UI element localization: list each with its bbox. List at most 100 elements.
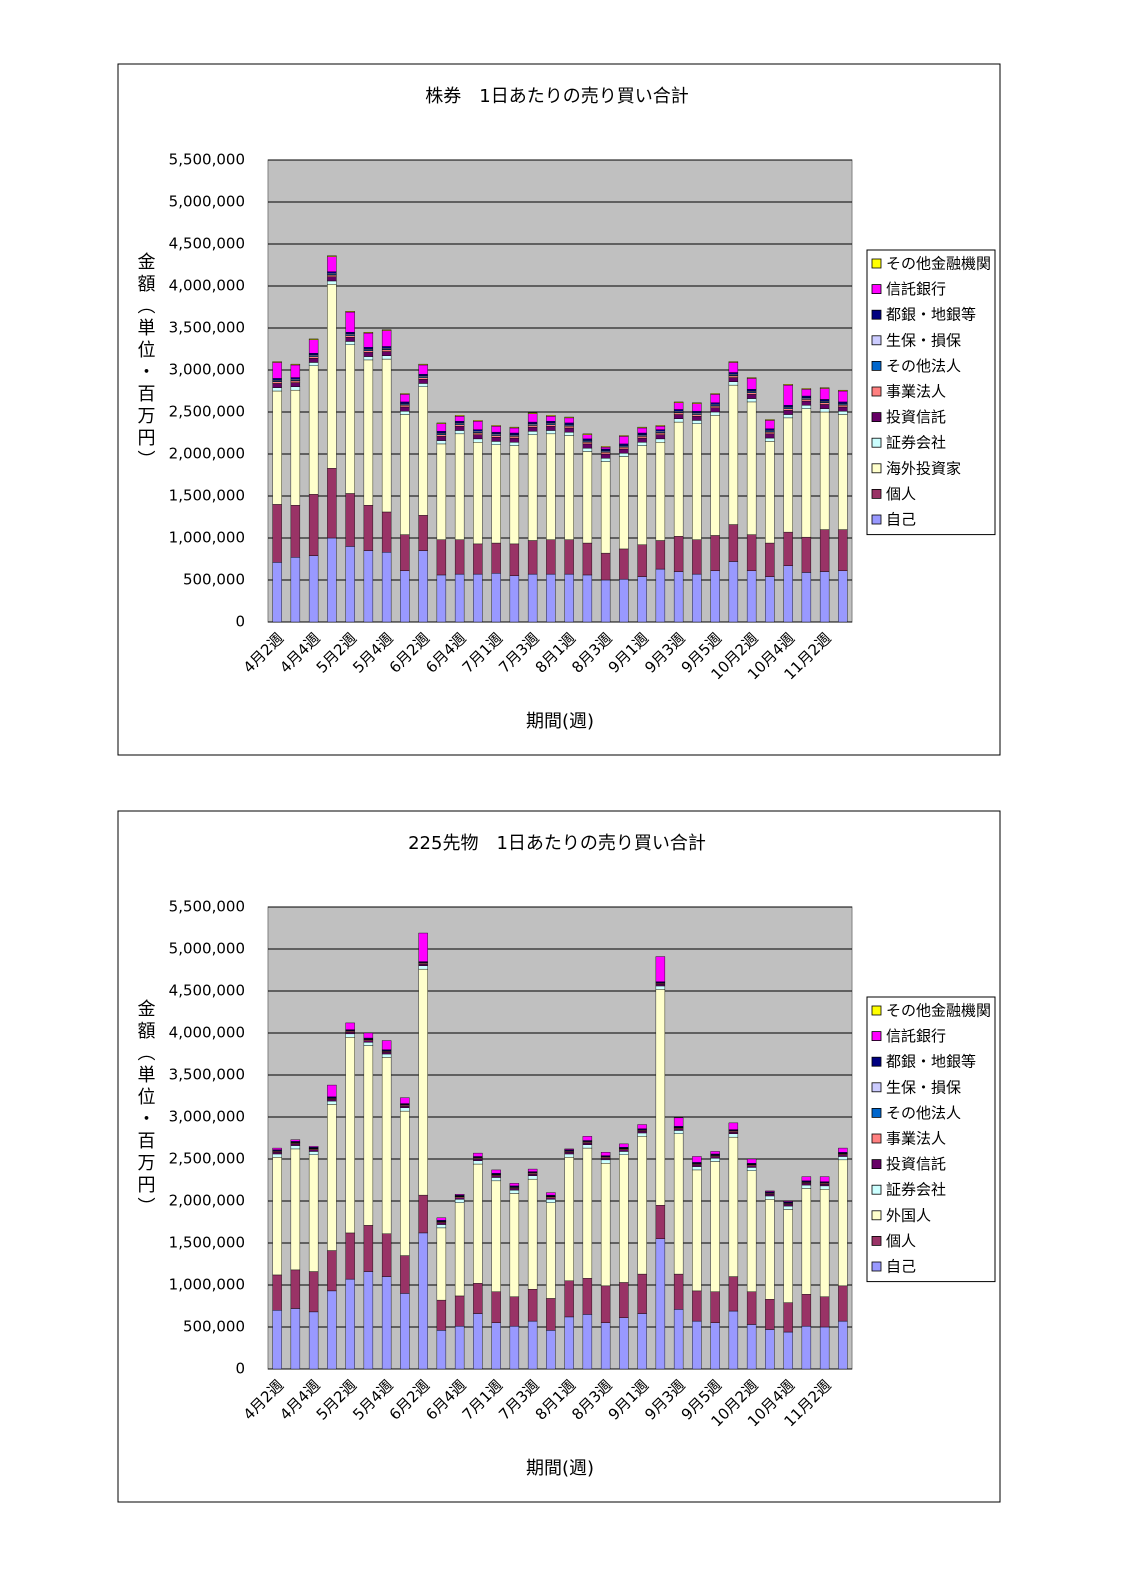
bar-segment	[802, 572, 811, 622]
bar-segment	[656, 957, 665, 982]
bar-segment	[565, 574, 574, 622]
bar-segment	[419, 374, 428, 376]
bar-segment	[765, 432, 774, 434]
bar-segment	[528, 1169, 537, 1172]
bar-segment	[674, 402, 683, 403]
bar-segment	[309, 357, 318, 359]
bar-segment	[546, 540, 555, 574]
bar-segment	[327, 1085, 336, 1097]
bar-segment	[492, 425, 501, 426]
bar-segment	[729, 1311, 738, 1369]
bar-segment	[784, 410, 793, 414]
bar-segment	[820, 1186, 829, 1189]
bar-segment	[747, 399, 756, 402]
bar-segment	[492, 1181, 501, 1292]
y-tick-label: 500,000	[183, 1318, 245, 1336]
bar-segment	[638, 1133, 647, 1136]
bar-segment	[419, 1195, 428, 1233]
legend-label: 自己	[886, 511, 916, 529]
bar-segment	[601, 462, 610, 554]
legend-swatch	[872, 489, 881, 498]
bar-segment	[419, 515, 428, 550]
bar-segment	[656, 569, 665, 622]
bar-segment	[747, 378, 756, 379]
bar-segment	[364, 1042, 373, 1045]
bar-segment	[437, 444, 446, 540]
bar-segment	[583, 1136, 592, 1140]
bar-segment	[473, 420, 482, 421]
bar-segment	[638, 1136, 647, 1274]
bar-segment	[638, 1125, 647, 1129]
plot-area	[268, 907, 852, 1369]
bar-segment	[364, 1041, 373, 1043]
bar-segment	[528, 1176, 537, 1179]
bar-segment	[273, 382, 282, 384]
bar-segment	[601, 553, 610, 580]
bar-segment	[546, 425, 555, 427]
bar-segment	[364, 505, 373, 550]
bar-segment	[692, 404, 701, 412]
legend-label: その他法人	[886, 1104, 961, 1122]
bar-segment	[455, 1194, 464, 1195]
bar-segment	[711, 415, 720, 535]
bar-segment	[419, 387, 428, 516]
bar-segment	[455, 1326, 464, 1369]
y-tick-label: 1,500,000	[169, 1234, 245, 1252]
bar-segment	[327, 272, 336, 274]
bar-segment	[473, 442, 482, 544]
bar-segment	[711, 412, 720, 415]
legend-swatch	[872, 1262, 881, 1271]
bar-segment	[455, 1296, 464, 1326]
bar-segment	[619, 1155, 628, 1283]
bar-segment	[327, 1101, 336, 1104]
bar-segment	[400, 394, 409, 402]
bar-segment	[327, 538, 336, 622]
bar-segment	[711, 403, 720, 405]
bar-segment	[400, 405, 409, 407]
bar-segment	[711, 1151, 720, 1154]
bar-segment	[364, 347, 373, 349]
bar-segment	[838, 1156, 847, 1159]
bar-segment	[692, 420, 701, 423]
bar-segment	[473, 1153, 482, 1156]
bar-segment	[692, 415, 701, 417]
bar-segment	[838, 391, 847, 402]
bar-segment	[711, 535, 720, 570]
bar-segment	[546, 1298, 555, 1330]
y-tick-label: 1,000,000	[169, 1276, 245, 1294]
bar-segment	[565, 540, 574, 574]
bar-segment	[601, 1286, 610, 1323]
bar-segment	[327, 1099, 336, 1101]
bar-segment	[583, 575, 592, 622]
bar-segment	[273, 378, 282, 380]
y-tick-label: 3,000,000	[169, 1108, 245, 1126]
bar-segment	[619, 453, 628, 456]
bar-segment	[437, 575, 446, 622]
bar-segment	[510, 1183, 519, 1186]
bar-segment	[382, 346, 391, 348]
legend-swatch	[872, 1083, 881, 1092]
bar-segment	[473, 544, 482, 574]
bar-segment	[492, 573, 501, 622]
bar-segment	[838, 1148, 847, 1152]
bar-segment	[838, 1160, 847, 1286]
bar-segment	[273, 362, 282, 363]
bar-segment	[528, 414, 537, 422]
bar-segment	[601, 454, 610, 458]
bar-segment	[802, 1185, 811, 1188]
bar-segment	[309, 494, 318, 555]
bar-segment	[455, 540, 464, 574]
bar-segment	[291, 1270, 300, 1309]
bar-segment	[510, 1297, 519, 1326]
bar-segment	[346, 1233, 355, 1279]
bar-segment	[364, 333, 373, 347]
bar-segment	[692, 1167, 701, 1170]
y-tick-label: 4,500,000	[169, 235, 245, 253]
bar-segment	[437, 1330, 446, 1369]
bar-segment	[674, 413, 683, 415]
bar-segment	[802, 1188, 811, 1294]
bar-segment	[400, 411, 409, 414]
legend-swatch	[872, 1006, 881, 1015]
bar-segment	[382, 350, 391, 352]
